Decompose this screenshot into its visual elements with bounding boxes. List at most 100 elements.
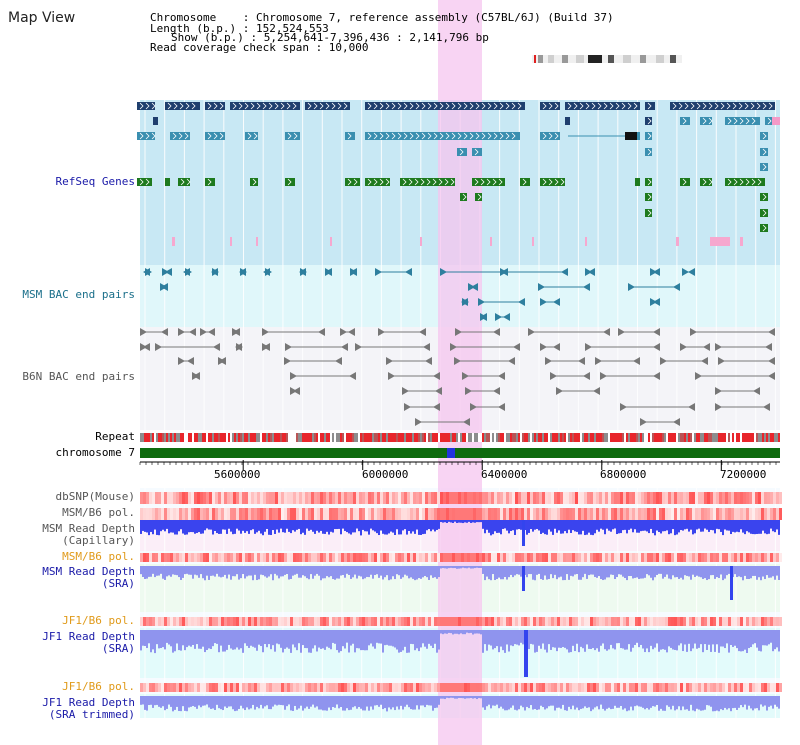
heatmap-cell bbox=[191, 508, 194, 520]
gene-strand-arrow bbox=[427, 132, 432, 140]
heatmap-cell bbox=[473, 492, 476, 504]
track-label-dbsnp[interactable]: dbSNP(Mouse) bbox=[55, 490, 135, 503]
gene-strand-arrow bbox=[579, 102, 584, 110]
depth-bar bbox=[180, 520, 182, 530]
track-label-msm-b6-pol-1[interactable]: MSM/B6 pol. bbox=[62, 506, 135, 519]
depth-bar bbox=[422, 566, 424, 578]
heatmap-cell bbox=[713, 553, 716, 562]
track-label-msm-depth-capillary[interactable]: MSM Read Depth bbox=[42, 522, 135, 535]
repeat-element bbox=[274, 433, 276, 442]
heatmap-cell bbox=[536, 492, 539, 504]
gene-strand-arrow bbox=[505, 132, 510, 140]
heatmap-cell bbox=[569, 492, 572, 504]
heatmap-cell bbox=[566, 553, 569, 562]
track-label-chromosome[interactable]: chromosome 7 bbox=[55, 446, 135, 459]
depth-bar bbox=[462, 566, 464, 568]
repeat-element bbox=[408, 433, 410, 442]
heatmap-cell bbox=[392, 617, 395, 626]
heatmap-cell bbox=[200, 508, 203, 520]
track-label-jf1-b6-pol-1[interactable]: JF1/B6 pol. bbox=[62, 614, 135, 627]
heatmap-cell bbox=[749, 617, 752, 626]
repeat-element bbox=[522, 433, 524, 442]
repeat-element bbox=[432, 433, 434, 442]
depth-bar bbox=[756, 696, 758, 709]
heatmap-cell bbox=[344, 617, 347, 626]
track-label-repeat[interactable]: Repeat bbox=[95, 430, 135, 443]
depth-bar bbox=[390, 696, 392, 710]
msm-bac-pair-end bbox=[628, 283, 635, 291]
repeat-element bbox=[548, 433, 550, 442]
depth-bar bbox=[746, 696, 748, 710]
heatmap-cell bbox=[263, 553, 266, 562]
heatmap-cell bbox=[140, 683, 143, 692]
gene-strand-arrow bbox=[445, 102, 450, 110]
gene-feature bbox=[645, 148, 652, 156]
heatmap-cell bbox=[581, 492, 584, 504]
depth-bar bbox=[478, 630, 480, 634]
heatmap-cell bbox=[404, 492, 407, 504]
track-label-msm-depth-sra[interactable]: MSM Read Depth bbox=[42, 565, 135, 578]
depth-bar bbox=[534, 566, 536, 581]
b6n-bac-pair-end bbox=[763, 403, 770, 411]
heatmap-cell bbox=[713, 492, 716, 504]
track-label-jf1-depth-trimmed[interactable]: JF1 Read Depth bbox=[42, 696, 135, 709]
b6n-bac-pair-end bbox=[290, 372, 297, 380]
depth-bar bbox=[300, 630, 302, 653]
track-label-b6n-bac[interactable]: B6N BAC end pairs bbox=[22, 370, 135, 383]
heatmap-cell bbox=[254, 508, 257, 520]
depth-bar bbox=[654, 630, 656, 648]
heatmap-cell bbox=[218, 683, 221, 692]
track-label-msm-b6-pol-2[interactable]: MSM/B6 pol. bbox=[62, 550, 135, 563]
gene-strand-arrow bbox=[462, 193, 467, 201]
depth-bar bbox=[640, 630, 642, 645]
repeat-element bbox=[506, 433, 508, 442]
depth-bar bbox=[486, 696, 488, 707]
depth-bar bbox=[530, 520, 532, 530]
depth-bar bbox=[436, 520, 438, 530]
track-label-msm-bac[interactable]: MSM BAC end pairs bbox=[22, 288, 135, 301]
repeat-element bbox=[468, 433, 470, 442]
depth-bar bbox=[540, 696, 542, 706]
gene-strand-arrow bbox=[379, 102, 384, 110]
repeat-element bbox=[198, 433, 200, 442]
depth-bar bbox=[596, 520, 598, 530]
depth-bar bbox=[436, 630, 438, 653]
repeat-element bbox=[672, 433, 674, 442]
b6n-bac-pair-end bbox=[433, 403, 440, 411]
heatmap-cell bbox=[530, 508, 533, 520]
heatmap-cell bbox=[425, 553, 428, 562]
track-label-jf1-depth-sra[interactable]: JF1 Read Depth bbox=[42, 630, 135, 643]
repeat-element bbox=[758, 433, 760, 442]
depth-bar bbox=[624, 520, 626, 530]
depth-bar bbox=[484, 520, 486, 534]
repeat-element bbox=[614, 433, 616, 442]
depth-bar bbox=[776, 520, 778, 530]
heatmap-cell bbox=[239, 683, 242, 692]
heatmap-cell bbox=[284, 508, 287, 520]
heatmap-cell bbox=[413, 492, 416, 504]
heatmap-cell bbox=[467, 617, 470, 626]
heatmap-cell bbox=[482, 683, 485, 692]
chromosome-view-marker bbox=[447, 448, 455, 458]
depth-bar bbox=[290, 566, 292, 579]
heatmap-cell bbox=[293, 492, 296, 504]
track-label-refseq[interactable]: RefSeq Genes bbox=[55, 175, 135, 188]
heatmap-cell bbox=[710, 508, 713, 520]
depth-bar bbox=[706, 630, 708, 650]
track-label-jf1-b6-pol-2[interactable]: JF1/B6 pol. bbox=[62, 680, 135, 693]
heatmap-cell bbox=[629, 553, 632, 562]
heatmap-cell bbox=[491, 617, 494, 626]
chromosome-ideogram[interactable] bbox=[528, 52, 688, 66]
depth-bar bbox=[240, 520, 242, 534]
heatmap-cell bbox=[527, 683, 530, 692]
heatmap-cell bbox=[170, 492, 173, 504]
depth-bar bbox=[252, 520, 254, 530]
depth-bar bbox=[376, 696, 378, 706]
heatmap-cell bbox=[227, 617, 230, 626]
depth-bar bbox=[606, 566, 608, 578]
b6n-bac-pair-end bbox=[498, 403, 505, 411]
heatmap-cell bbox=[584, 492, 587, 504]
heatmap-cell bbox=[377, 553, 380, 562]
heatmap-cell bbox=[338, 553, 341, 562]
